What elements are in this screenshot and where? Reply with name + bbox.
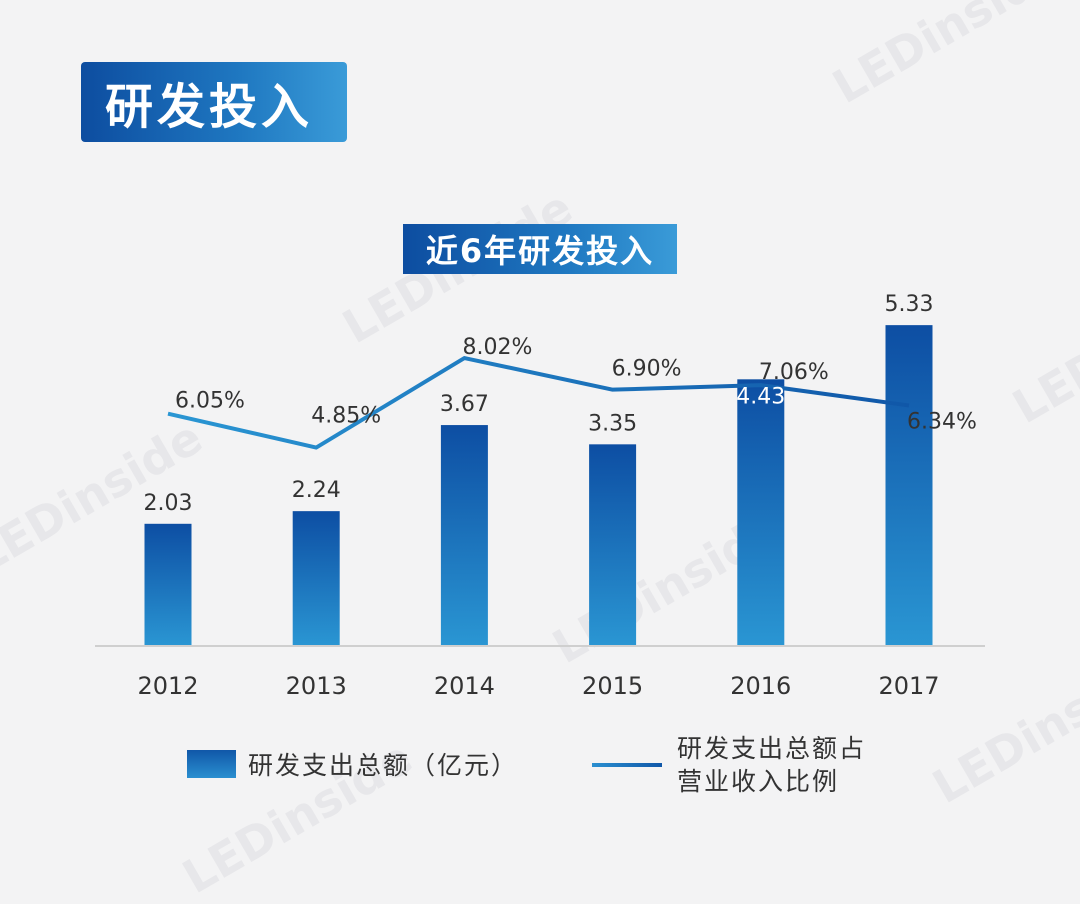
x-tick-label: 2016	[730, 672, 791, 700]
bar-2017	[885, 325, 933, 646]
x-tick-label: 2013	[286, 672, 347, 700]
bar-2013	[292, 511, 340, 646]
x-tick-label: 2017	[878, 672, 939, 700]
bar-2012	[144, 523, 192, 646]
legend-line-label-2: 营业收入比例	[677, 767, 840, 796]
legend: 研发支出总额（亿元） 研发支出总额占 营业收入比例	[0, 734, 1080, 808]
legend-bar-label: 研发支出总额（亿元）	[248, 751, 519, 780]
bar-value-label: 3.67	[440, 392, 489, 417]
bar-value-label: 4.43	[736, 384, 785, 409]
line-value-label: 7.06%	[759, 360, 829, 385]
bar-value-label: 5.33	[885, 292, 934, 317]
ratio-series-line	[167, 356, 910, 450]
bar-value-label: 2.24	[292, 478, 341, 503]
line-value-label: 6.34%	[907, 409, 977, 434]
bar-value-label: 3.35	[588, 411, 637, 436]
page-title: 研发投入	[81, 62, 347, 142]
x-tick-label: 2014	[434, 672, 495, 700]
bar-2015	[589, 444, 637, 646]
line-value-label: 4.85%	[311, 404, 381, 429]
bar-2016	[737, 379, 785, 646]
line-value-label: 6.05%	[175, 389, 245, 414]
bar-2014	[440, 425, 488, 646]
legend-line-label: 研发支出总额占 营业收入比例	[677, 732, 897, 798]
legend-line-swatch	[592, 763, 662, 767]
legend-line-label-1: 研发支出总额占	[677, 734, 867, 763]
bar-value-label: 2.03	[144, 491, 193, 516]
chart: 2012 2013 2014 2015 2016 2017 2.03 2.24 3.67 3.35…	[95, 292, 985, 700]
x-tick-label: 2012	[137, 672, 198, 700]
line-value-label: 6.90%	[612, 357, 682, 382]
legend-bar-swatch	[187, 750, 236, 778]
chart-title: 近6年研发投入	[403, 224, 677, 274]
line-value-label: 8.02%	[462, 335, 532, 360]
x-tick-label: 2015	[582, 672, 643, 700]
